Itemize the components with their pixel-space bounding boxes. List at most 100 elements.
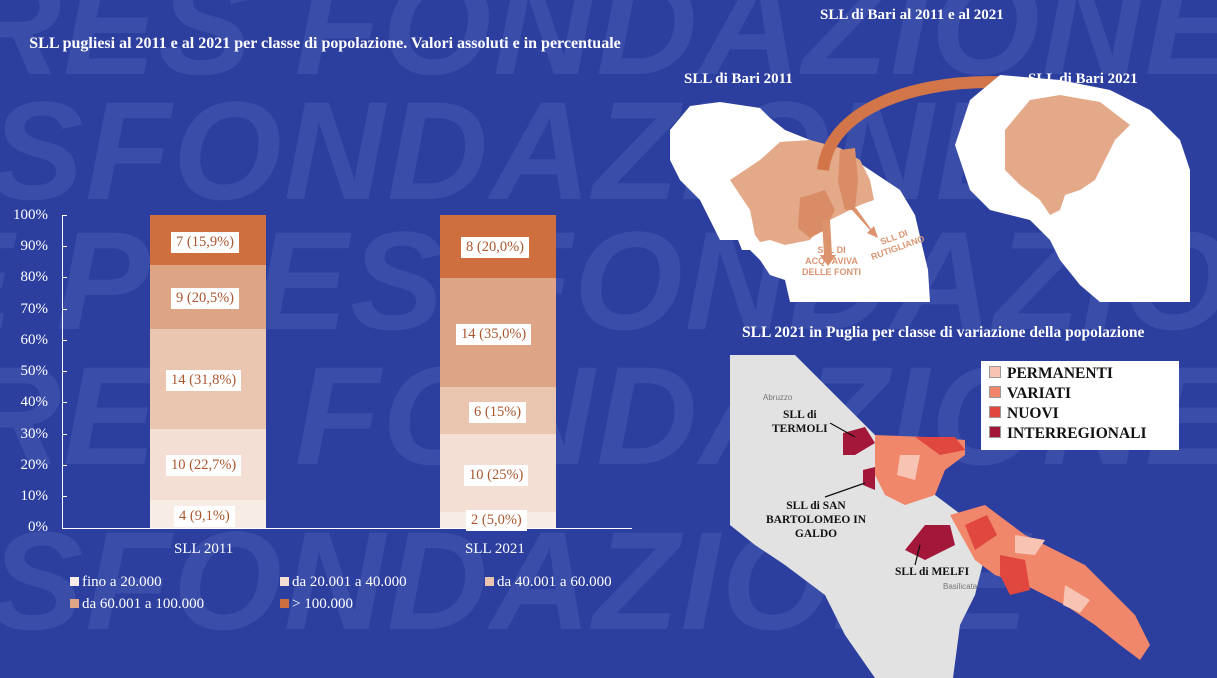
label-line: DELLE FONTI <box>802 267 861 277</box>
legend-item-interregionali: INTERREGIONALI <box>989 425 1147 443</box>
basilicata-label: Basilicata <box>943 582 978 591</box>
legend-swatch <box>280 599 289 608</box>
legend-swatch <box>485 577 494 586</box>
sll-melfi-region <box>905 525 955 560</box>
data-label: 2 (5,0%) <box>466 510 527 531</box>
italy-mainland <box>730 355 985 678</box>
y-tick-label: 0% <box>28 519 48 535</box>
legend-item-permanenti: PERMANENTI <box>989 365 1113 383</box>
legend-label: da 60.001 a 100.000 <box>82 596 205 612</box>
legend-label: NUOVI <box>1007 405 1059 422</box>
x-axis <box>62 528 632 529</box>
y-tick <box>62 309 67 310</box>
data-label: 4 (9,1%) <box>174 506 235 527</box>
legend-label: fino a 20.000 <box>82 574 162 590</box>
annotation-line: TERMOLI <box>772 423 828 435</box>
arrow-rutigliano-icon <box>852 208 878 238</box>
legend-swatch <box>989 386 1001 398</box>
legend-label: INTERREGIONALI <box>1007 425 1147 442</box>
legend-label: PERMANENTI <box>1007 365 1113 382</box>
y-tick-label: 100% <box>13 207 48 223</box>
data-label: 8 (20,0%) <box>461 237 529 258</box>
y-tick-label: 80% <box>20 269 49 285</box>
label-line: SLL DI <box>817 245 846 255</box>
y-tick <box>62 246 67 247</box>
abruzzo-label: Abruzzo <box>763 393 793 402</box>
legend-item: > 100.000 <box>280 596 353 613</box>
legend-item: da 40.001 a 60.000 <box>485 574 612 591</box>
nuovi-region <box>1000 555 1030 595</box>
legend-item: fino a 20.000 <box>70 574 162 591</box>
permanent-region <box>1015 535 1045 555</box>
legend-label: > 100.000 <box>292 596 353 612</box>
permanent-region <box>1063 585 1090 613</box>
legend-label: da 20.001 a 40.000 <box>292 574 407 590</box>
puglia-south-regions <box>950 505 1150 660</box>
data-label: 14 (31,8%) <box>166 370 242 391</box>
y-tick-label: 50% <box>20 363 49 379</box>
melfi-annotation: SLL di MELFI <box>895 566 970 578</box>
legend-label: da 40.001 a 60.000 <box>497 574 612 590</box>
puglia-map <box>730 355 1150 678</box>
y-tick-label: 40% <box>20 394 49 410</box>
y-tick <box>62 402 67 403</box>
annotation-line: BARTOLOMEO IN <box>766 514 867 526</box>
y-tick <box>62 496 67 497</box>
data-label: 14 (35,0%) <box>456 324 532 345</box>
puglia-map-legend: PERMANENTI VARIATI NUOVI INTERREGIONALI <box>981 361 1179 450</box>
bari-2021-area <box>1005 95 1130 215</box>
arrow-acquaviva-icon <box>820 220 836 266</box>
legend-item: da 20.001 a 40.000 <box>280 574 407 591</box>
data-label: 10 (25%) <box>464 465 529 486</box>
legend-item-variati: VARIATI <box>989 385 1071 403</box>
legend-swatch <box>280 577 289 586</box>
puglia-map-title: SLL 2021 in Puglia per classe di variazi… <box>742 324 1145 341</box>
y-tick <box>62 465 67 466</box>
x-category-label: SLL 2011 <box>174 541 234 557</box>
termoli-annotation: SLL di TERMOLI <box>772 408 828 436</box>
melfi-pointer <box>914 544 921 566</box>
y-tick-label: 60% <box>20 332 49 348</box>
legend-swatch <box>70 599 79 608</box>
termoli-pointer <box>829 422 856 438</box>
sll-termoli-region <box>843 427 875 455</box>
annotation-line: SLL di <box>783 409 817 421</box>
data-label: 6 (15%) <box>469 402 527 423</box>
legend-swatch <box>70 577 79 586</box>
nuovi-region <box>965 515 997 550</box>
annotation-line: GALDO <box>794 528 838 540</box>
bari-maps <box>670 75 1190 302</box>
legend-item: da 60.001 a 100.000 <box>70 596 204 613</box>
gargano-region <box>915 437 965 455</box>
y-tick <box>62 340 67 341</box>
san-bartolomeo-annotation: SLL di SAN BARTOLOMEO IN GALDO <box>766 499 866 541</box>
label-line: ACQUAVIVA <box>805 256 858 266</box>
legend-label: VARIATI <box>1007 385 1072 402</box>
y-tick-label: 30% <box>20 426 49 442</box>
annotation-line: SLL di SAN <box>786 500 846 512</box>
y-tick <box>62 215 67 216</box>
bari-panel-title: SLL di Bari al 2011 e al 2021 <box>820 7 1004 23</box>
rutigliano-area <box>838 148 858 210</box>
bari-2011-label: SLL di Bari 2011 <box>684 71 793 87</box>
y-tick-label: 70% <box>20 301 49 317</box>
san-bartolomeo-pointer <box>824 482 866 498</box>
y-tick <box>62 434 67 435</box>
y-tick-label: 10% <box>20 488 49 504</box>
legend-swatch <box>989 406 1001 418</box>
data-label: 10 (22,7%) <box>166 455 242 476</box>
y-tick <box>62 277 67 278</box>
data-label: 7 (15,9%) <box>171 232 239 253</box>
x-category-label: SLL 2021 <box>465 541 525 557</box>
bari-2011-area <box>730 140 874 245</box>
chart-title: SLL pugliesi al 2011 e al 2021 per class… <box>29 35 621 52</box>
data-label: 9 (20,5%) <box>171 288 239 309</box>
y-tick <box>62 371 67 372</box>
permanent-region <box>897 455 920 480</box>
y-tick-label: 20% <box>20 457 49 473</box>
y-axis-labels: 100% 90% 80% 70% 60% 50% 40% 30% 20% 10%… <box>0 207 48 537</box>
legend-swatch <box>989 366 1001 378</box>
legend-item-nuovi: NUOVI <box>989 405 1059 423</box>
y-tick-label: 90% <box>20 238 49 254</box>
acquaviva-label: SLL DI ACQUAVIVA DELLE FONTI <box>802 245 861 278</box>
